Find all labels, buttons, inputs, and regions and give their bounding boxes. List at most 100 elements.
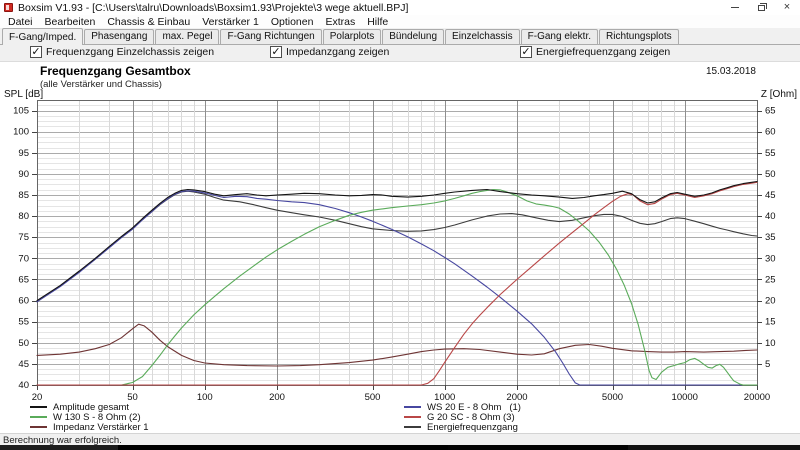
minimize-icon [731,7,739,8]
svg-text:35: 35 [765,232,776,243]
frequency-response-plot: 40 45 50 55 60 65 70 75 80 85 90 95 100 105 5 10 15 20 25 3… [13,100,776,403]
minimize-button[interactable] [722,0,748,15]
svg-text:15: 15 [765,317,776,328]
svg-text:75: 75 [18,232,29,243]
svg-text:50: 50 [765,169,776,180]
restore-icon [757,2,767,11]
restore-button[interactable] [748,0,774,15]
legend-label: W 130 S - 8 Ohm (2) [53,411,141,423]
taskbar-edge [0,445,800,450]
tab-fgang-elektr[interactable]: F-Gang elektr. [520,29,598,44]
checkbox-label: Frequenzgang Einzelchassis zeigen [46,46,215,58]
svg-text:30: 30 [765,253,776,264]
svg-text:40: 40 [18,380,29,391]
svg-text:85: 85 [18,190,29,201]
checkbox-frequenzgang-einzelchassis[interactable]: ✓ Frequenzgang Einzelchassis zeigen [30,46,214,58]
tab-einzelchassis[interactable]: Einzelchassis [445,29,520,44]
y-axis-right-label: Z [Ohm] [760,89,797,100]
svg-text:80: 80 [18,211,29,222]
taskbar-segment [118,445,448,450]
chart-title: Frequenzgang Gesamtbox [40,64,191,78]
legend-left: Amplitude gesamt W 130 S - 8 Ohm (2) Imp… [30,401,149,433]
options-row: ✓ Frequenzgang Einzelchassis zeigen ✓ Im… [0,45,800,62]
svg-text:20000: 20000 [744,392,770,403]
chart-panel: 40 45 50 55 60 65 70 75 80 85 90 95 100 105 5 10 15 20 25 3… [0,62,800,433]
legend-label: Impedanz Verstärker 1 [53,421,149,433]
menu-datei[interactable]: Datei [8,15,33,28]
legend-line-swatch [404,406,421,408]
checkbox-label: Energiefrequenzgang zeigen [536,46,671,58]
menu-chassis-einbau[interactable]: Chassis & Einbau [107,15,191,28]
checkbox-checked-icon[interactable]: ✓ [520,46,532,58]
svg-text:500: 500 [365,392,381,403]
svg-text:40: 40 [765,211,776,222]
legend-line-swatch [30,416,47,418]
svg-text:2000: 2000 [506,392,527,403]
tab-polarplots[interactable]: Polarplots [322,29,382,44]
legend-right: WS 20 E - 8 Ohm (1) G 20 SC - 8 Ohm (3) … [404,401,521,433]
checkbox-impedanzgang[interactable]: ✓ Impedanzgang zeigen [270,46,389,58]
boxsim-app-icon [4,3,13,12]
title-bar: Boxsim V1.93 - [C:\Users\talru\Downloads… [0,0,800,15]
legend-item-impedanz: Impedanz Verstärker 1 [30,421,149,433]
svg-text:55: 55 [765,148,776,159]
svg-text:100: 100 [197,392,213,403]
svg-text:5000: 5000 [602,392,623,403]
svg-text:200: 200 [269,392,285,403]
tab-fgang-richtungen[interactable]: F-Gang Richtungen [220,29,322,44]
legend-item-energiefrequenzgang: Energiefrequenzgang [404,421,521,433]
legend-label: Amplitude gesamt [53,401,130,413]
taskbar-segment [448,445,628,450]
taskbar-segment [628,445,800,450]
svg-text:5: 5 [765,359,770,370]
svg-text:90: 90 [18,169,29,180]
svg-text:10: 10 [765,338,776,349]
legend-item-g20sc: G 20 SC - 8 Ohm (3) [404,411,521,423]
chart-date: 15.03.2018 [705,66,756,77]
svg-text:10000: 10000 [672,392,698,403]
legend-line-swatch [30,406,47,408]
tab-buendelung[interactable]: Bündelung [382,29,445,44]
menu-hilfe[interactable]: Hilfe [367,15,389,28]
menu-optionen[interactable]: Optionen [270,15,314,28]
legend-line-swatch [404,416,421,418]
close-icon: × [783,1,791,13]
svg-text:50: 50 [18,338,29,349]
legend-label: WS 20 E - 8 Ohm (1) [427,401,521,413]
legend-line-swatch [30,426,47,428]
window-title: Boxsim V1.93 - [C:\Users\talru\Downloads… [18,1,409,14]
svg-text:60: 60 [18,296,29,307]
chart-subtitle: (alle Verstärker und Chassis) [40,79,162,90]
svg-text:105: 105 [13,106,29,117]
svg-text:65: 65 [18,274,29,285]
tab-bar: F-Gang/Imped. Phasengang max. Pegel F-Ga… [0,28,800,45]
checkbox-energiefrequenzgang[interactable]: ✓ Energiefrequenzgang zeigen [520,46,670,58]
svg-text:65: 65 [765,106,776,117]
tab-fgang-imped[interactable]: F-Gang/Imped. [2,28,84,45]
legend-item-w130s: W 130 S - 8 Ohm (2) [30,411,149,423]
tab-phasengang[interactable]: Phasengang [84,29,155,44]
svg-text:60: 60 [765,127,776,138]
svg-text:25: 25 [765,274,776,285]
legend-label: G 20 SC - 8 Ohm (3) [427,411,515,423]
svg-text:95: 95 [18,148,29,159]
status-message: Berechnung war erfolgreich. [3,435,122,446]
tab-richtungsplots[interactable]: Richtungsplots [599,29,679,44]
status-bar: Berechnung war erfolgreich. [0,433,800,446]
tab-max-pegel[interactable]: max. Pegel [155,29,220,44]
legend-item-ws20e: WS 20 E - 8 Ohm (1) [404,401,521,413]
legend-label: Energiefrequenzgang [427,421,518,433]
y-axis-left-label: SPL [dB] [4,89,44,100]
checkbox-label: Impedanzgang zeigen [286,46,390,58]
svg-text:20: 20 [765,296,776,307]
menu-extras[interactable]: Extras [325,15,356,28]
close-button[interactable]: × [774,0,800,15]
checkbox-checked-icon[interactable]: ✓ [270,46,282,58]
svg-text:50: 50 [127,392,138,403]
svg-text:70: 70 [18,253,29,264]
svg-text:45: 45 [18,359,29,370]
menu-verstaerker-1[interactable]: Verstärker 1 [202,15,259,28]
checkbox-checked-icon[interactable]: ✓ [30,46,42,58]
menu-bearbeiten[interactable]: Bearbeiten [44,15,96,28]
taskbar-segment [0,445,118,450]
